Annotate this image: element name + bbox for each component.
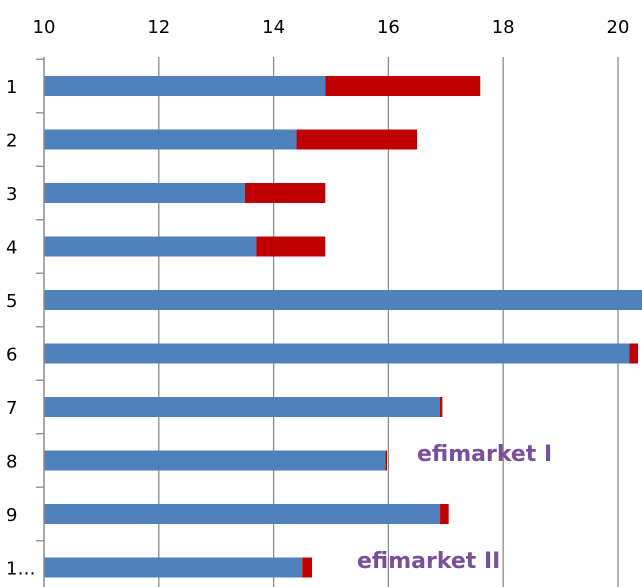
bar-4-series-2 bbox=[256, 236, 326, 257]
bar-2-series-2 bbox=[296, 129, 418, 150]
bar-9-series-1 bbox=[44, 504, 441, 524]
bar-1-series-1 bbox=[44, 76, 326, 96]
y-tick-label: 3 bbox=[6, 184, 17, 205]
y-tick-label: 8 bbox=[6, 452, 17, 473]
bar-2-series-1 bbox=[44, 129, 297, 150]
x-tick-label: 12 bbox=[147, 17, 170, 38]
y-tick-label: 1 bbox=[6, 77, 17, 98]
bar-1…-series-1 bbox=[44, 557, 303, 578]
y-tick-label: 1… bbox=[6, 559, 35, 580]
x-tick-label: 18 bbox=[492, 17, 515, 38]
bar-3-series-2 bbox=[244, 183, 326, 203]
bar-8-series-2 bbox=[385, 450, 388, 471]
annotations: efimarket I efimarket II bbox=[357, 442, 552, 574]
y-tick-label: 9 bbox=[6, 505, 17, 526]
x-tick-label: 16 bbox=[377, 17, 400, 38]
bars bbox=[44, 76, 642, 578]
y-tick-label: 2 bbox=[6, 131, 17, 152]
y-tick-label: 5 bbox=[6, 291, 17, 312]
bar-5-series-1 bbox=[44, 290, 642, 310]
bar-7-series-2 bbox=[440, 397, 443, 417]
bar-9-series-2 bbox=[440, 504, 449, 524]
bar-6-series-1 bbox=[44, 343, 630, 364]
x-tick-labels: 10 12 14 16 18 20 bbox=[33, 17, 630, 38]
x-tick-label: 10 bbox=[33, 17, 56, 38]
bar-1-series-2 bbox=[325, 76, 481, 96]
x-tick-label: 14 bbox=[262, 17, 285, 38]
y-tick-label: 6 bbox=[6, 345, 17, 366]
annotation-label: efimarket I bbox=[417, 442, 552, 467]
x-tick-label: 20 bbox=[607, 17, 630, 38]
y-tick-label: 4 bbox=[6, 238, 17, 259]
y-tick-labels: 1 2 3 4 5 6 7 8 9 1… bbox=[6, 77, 35, 580]
bar-3-series-1 bbox=[44, 183, 245, 203]
y-axis bbox=[36, 57, 45, 587]
y-tick-label: 7 bbox=[6, 398, 17, 419]
bar-7-series-1 bbox=[44, 397, 441, 417]
bar-1…-series-2 bbox=[302, 557, 313, 578]
annotation-label: efimarket II bbox=[357, 549, 500, 574]
bar-4-series-1 bbox=[44, 236, 257, 257]
bar-8-series-1 bbox=[44, 450, 386, 471]
bar-6-series-2 bbox=[629, 343, 639, 364]
